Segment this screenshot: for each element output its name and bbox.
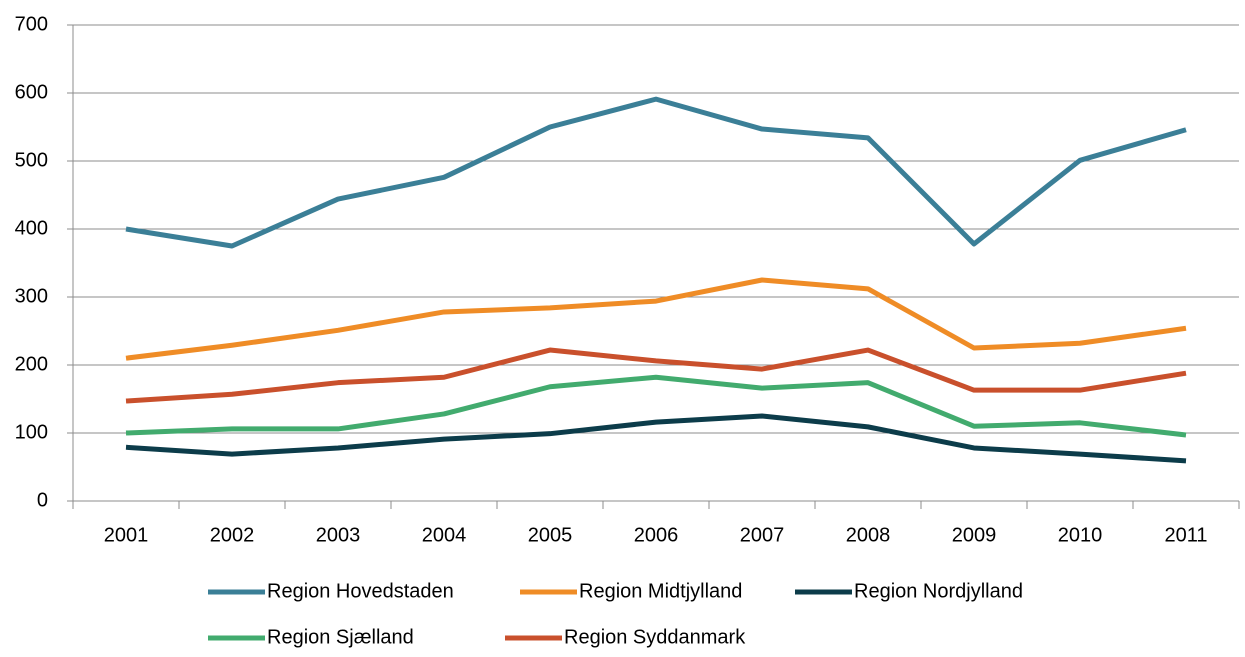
x-tick-label: 2006 bbox=[634, 524, 679, 546]
x-tick-label: 2001 bbox=[104, 524, 149, 546]
legend-label: Region Syddanmark bbox=[564, 626, 746, 648]
x-tick-label: 2007 bbox=[740, 524, 785, 546]
legend-label: Region Hovedstaden bbox=[267, 580, 454, 602]
y-tick-label: 700 bbox=[15, 13, 48, 35]
y-tick-label: 0 bbox=[37, 489, 48, 511]
series-line bbox=[125, 374, 1187, 438]
x-tick-label: 2008 bbox=[846, 524, 891, 546]
legend-label: Region Sjælland bbox=[267, 626, 414, 648]
x-tick-label: 2005 bbox=[528, 524, 573, 546]
x-tick-label: 2002 bbox=[210, 524, 255, 546]
x-tick-label: 2003 bbox=[316, 524, 361, 546]
series-line bbox=[125, 347, 1187, 404]
series-line bbox=[125, 413, 1187, 464]
y-tick-label: 200 bbox=[15, 353, 48, 375]
y-tick-label: 300 bbox=[15, 285, 48, 307]
y-tick-label: 500 bbox=[15, 149, 48, 171]
x-tick-label: 2010 bbox=[1058, 524, 1103, 546]
legend-label: Region Nordjylland bbox=[854, 580, 1023, 602]
y-tick-label: 400 bbox=[15, 217, 48, 239]
y-tick-label: 100 bbox=[15, 421, 48, 443]
y-tick-label: 600 bbox=[15, 81, 48, 103]
legend-label: Region Midtjylland bbox=[579, 580, 742, 602]
x-tick-label: 2009 bbox=[952, 524, 997, 546]
series-line bbox=[125, 277, 1187, 361]
series-line bbox=[125, 96, 1187, 249]
x-tick-label: 2004 bbox=[422, 524, 467, 546]
x-tick-label: 2011 bbox=[1164, 524, 1207, 546]
